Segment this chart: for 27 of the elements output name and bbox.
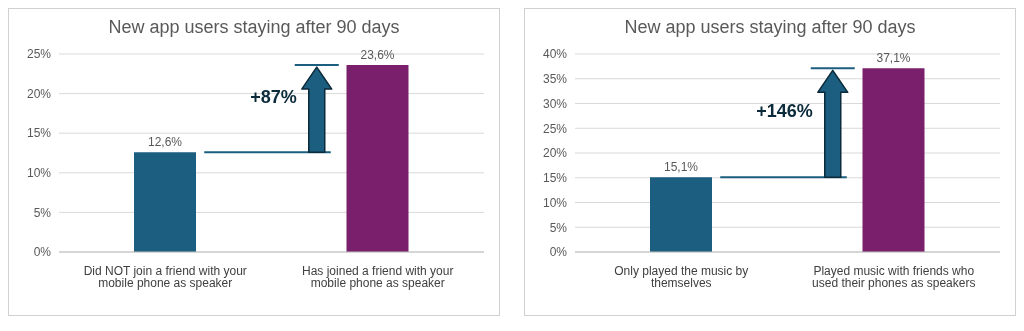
y-tick-label: 5%: [33, 205, 52, 220]
y-tick-label: 40%: [542, 47, 568, 62]
x-tick-label: Has joined a friend with your mobile phone as speaker: [302, 263, 454, 290]
y-tick-label: 10%: [26, 166, 52, 181]
x-tick-label: Only played the music by themselves: [614, 263, 749, 290]
y-tick-label: 0%: [33, 245, 52, 260]
y-tick-label: 20%: [26, 86, 52, 101]
y-tick-label: 0%: [549, 245, 568, 260]
y-tick-label: 35%: [542, 72, 568, 87]
y-tick-label: 30%: [542, 96, 568, 111]
y-tick-label: 20%: [542, 146, 568, 161]
y-tick-label: 15%: [26, 126, 52, 141]
y-tick-label: 5%: [549, 220, 568, 235]
chart-title: New app users staying after 90 days: [623, 16, 917, 39]
y-tick-label: 25%: [542, 121, 568, 136]
annotation: +87%: [250, 86, 297, 107]
chart-title: New app users staying after 90 days: [107, 16, 401, 39]
data-label: 37,1%: [876, 51, 911, 66]
annotation: +146%: [756, 100, 813, 121]
y-tick-label: 15%: [542, 171, 568, 186]
y-tick-label: 10%: [542, 195, 568, 210]
data-label: 12,6%: [147, 135, 183, 150]
data-label: 23,6%: [360, 48, 395, 63]
data-label: 15,1%: [663, 160, 699, 175]
y-tick-label: 25%: [26, 47, 52, 62]
x-tick-label: Did NOT join a friend with your mobile phone as speaker: [83, 263, 247, 290]
x-tick-label: Played music with friends who used their phones as speakers: [812, 263, 976, 290]
